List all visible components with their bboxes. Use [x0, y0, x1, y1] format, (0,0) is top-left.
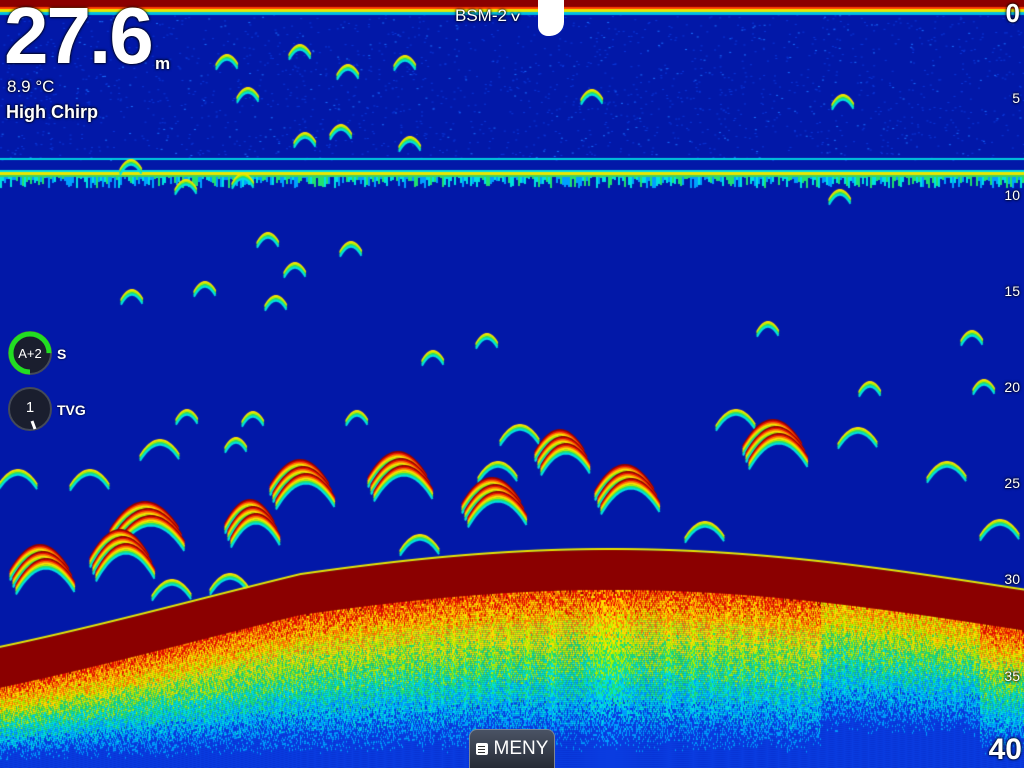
cursor-marker [538, 0, 564, 36]
sensitivity-value: A+2 [18, 346, 42, 361]
water-temperature: 8.9 °C [7, 77, 55, 96]
range-tick: 10 [1004, 187, 1020, 203]
range-tick: 20 [1004, 379, 1020, 395]
sensitivity-gauge-icon [8, 331, 52, 375]
range-tick: 30 [1004, 571, 1020, 587]
depth-readout: 27.6 [4, 0, 154, 80]
source-selector[interactable]: BSM-2 v [455, 6, 521, 26]
chevron-down-icon: v [510, 8, 521, 24]
sensitivity-knob[interactable]: A+2 [8, 331, 52, 375]
depth-unit: m [155, 54, 171, 73]
tvg-label: TVG [57, 402, 86, 418]
tvg-knob[interactable]: 1 [8, 387, 52, 431]
range-scale-bottom: 40 [988, 733, 1022, 766]
menu-icon [475, 743, 488, 755]
tvg-value: 1 [25, 399, 35, 416]
menu-button[interactable]: MENY [469, 729, 555, 768]
range-tick: 5 [1012, 90, 1020, 106]
range-tick: 15 [1004, 283, 1020, 299]
range-scale-top: 0 [1005, 0, 1020, 28]
source-label: BSM-2 [455, 6, 507, 25]
range-tick: 35 [1004, 668, 1020, 684]
frequency-mode: High Chirp [6, 102, 98, 122]
tvg-gauge-icon [30, 420, 37, 430]
sensitivity-label: S [57, 346, 67, 362]
menu-button-label: MENY [493, 738, 549, 759]
range-tick: 25 [1004, 475, 1020, 491]
